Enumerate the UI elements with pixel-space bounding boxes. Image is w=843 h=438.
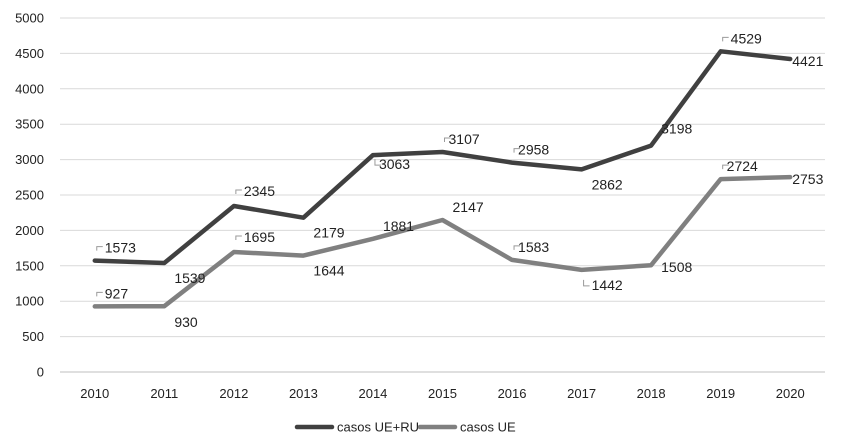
data-label: 3063 [379, 156, 410, 172]
data-label: 4421 [792, 53, 823, 69]
series-lines [92, 49, 793, 309]
x-tick-label: 2020 [776, 386, 805, 401]
data-label: 2147 [453, 199, 484, 215]
y-tick-label: 2500 [15, 188, 44, 203]
series-line-ue-ru [92, 49, 793, 266]
y-tick-label: 1500 [15, 258, 44, 273]
y-tick-label: 3500 [15, 117, 44, 132]
label-leader [722, 164, 729, 170]
x-tick-label: 2018 [637, 386, 666, 401]
y-tick-label: 4500 [15, 46, 44, 61]
label-leader [235, 189, 242, 194]
x-tick-label: 2016 [498, 386, 527, 401]
y-tick-label: 5000 [15, 11, 44, 26]
data-label: 1583 [518, 239, 549, 255]
x-tick-label: 2012 [219, 386, 248, 401]
y-tick-label: 3000 [15, 152, 44, 167]
x-tick-label: 2013 [289, 386, 318, 401]
data-label: 1695 [244, 229, 275, 245]
data-label: 1881 [383, 218, 414, 234]
data-label: 2724 [727, 158, 758, 174]
x-tick-label: 2017 [567, 386, 596, 401]
legend: casos UE+RU casos UE [294, 420, 516, 435]
label-leader [235, 235, 242, 240]
x-axis-ticks: 2010 2011 2012 2013 2014 2015 2016 2017 2018 2019… [80, 386, 804, 401]
data-label: 3198 [661, 121, 692, 137]
x-tick-label: 2014 [358, 386, 387, 401]
y-tick-label: 500 [22, 329, 44, 344]
y-tick-label: 4000 [15, 81, 44, 96]
label-leader [722, 36, 729, 42]
y-tick-label: 1000 [15, 294, 44, 309]
data-label: 2345 [244, 183, 275, 199]
data-label: 2179 [313, 225, 344, 241]
x-tick-label: 2019 [706, 386, 735, 401]
data-label: 930 [174, 314, 198, 330]
data-label: 927 [105, 285, 129, 301]
data-label: 1644 [313, 263, 344, 279]
data-label: 1508 [661, 259, 692, 275]
label-leader [374, 159, 381, 166]
data-label: 4529 [731, 30, 762, 46]
label-leader [513, 148, 521, 153]
legend-label: casos UE+RU [337, 420, 419, 435]
gridlines [60, 17, 825, 373]
data-label: 2753 [792, 171, 823, 187]
x-tick-label: 2015 [428, 386, 457, 401]
x-tick-label: 2011 [150, 386, 178, 401]
data-labels: 1573 1539 2345 2179 3063 3107 2958 2862 3198 4529… [96, 30, 824, 330]
label-leader [583, 279, 590, 287]
label-leader [96, 291, 103, 297]
data-label: 1539 [174, 270, 205, 286]
y-tick-label: 2000 [15, 223, 44, 238]
data-label: 2958 [518, 142, 549, 158]
y-axis-ticks: 0 500 1000 1500 2000 2500 3000 3500 4000 4500 5000 [15, 11, 44, 380]
legend-label: casos UE [460, 420, 516, 435]
data-label: 3107 [449, 131, 480, 147]
label-leader [96, 246, 103, 251]
x-tick-label: 2010 [80, 386, 109, 401]
data-label: 1573 [105, 240, 136, 256]
label-leader [444, 137, 451, 143]
data-label: 2862 [592, 176, 623, 192]
data-label: 1442 [592, 277, 623, 293]
y-tick-label: 0 [37, 365, 44, 380]
label-leader [513, 245, 521, 250]
series-line-ue [92, 174, 793, 309]
